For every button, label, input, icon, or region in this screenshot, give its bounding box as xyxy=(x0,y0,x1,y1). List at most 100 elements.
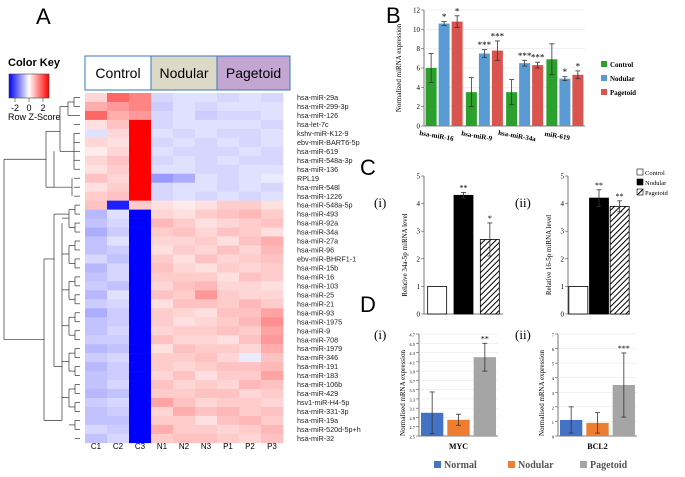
heatmap-cell xyxy=(261,415,284,426)
heatmap-cell xyxy=(173,380,196,390)
legend-swatch-nodular xyxy=(508,461,515,468)
heatmap-cell xyxy=(173,110,196,121)
heatmap-cell xyxy=(173,93,196,103)
heatmap-cell xyxy=(129,254,152,264)
heatmap-cell xyxy=(129,164,152,175)
heatmap-cell xyxy=(261,433,284,444)
panel-letter-a: A xyxy=(36,4,51,29)
heatmap-cell xyxy=(107,110,130,121)
heatmap-cell xyxy=(239,191,262,201)
heatmap-cell xyxy=(129,263,152,273)
heatmap-cell xyxy=(261,110,284,121)
heatmap-cell xyxy=(129,415,152,426)
heatmap-cell xyxy=(173,119,196,130)
heatmap-cell xyxy=(85,263,108,273)
heatmap-cell xyxy=(151,415,174,426)
x-tick-label: hsa-miR-9 xyxy=(461,129,494,142)
heatmap-cell xyxy=(107,380,130,390)
heatmap-cell xyxy=(261,93,284,103)
bar-pagetoid xyxy=(532,65,544,126)
heatmap-cell xyxy=(85,371,108,381)
heatmap-cell xyxy=(173,218,196,228)
heatmap-cell xyxy=(261,299,284,309)
heatmap-cell xyxy=(239,218,262,228)
bar-nodular xyxy=(478,53,490,126)
heatmap-cell xyxy=(107,218,130,228)
heatmap-cell xyxy=(217,254,240,264)
heatmap-cell xyxy=(195,254,218,264)
y-axis-title: Relative 16-5p miRNA level xyxy=(545,215,553,295)
heatmap-cell xyxy=(261,227,284,237)
heatmap-cell xyxy=(217,326,240,336)
y-axis-title: Normalised mRNA expression xyxy=(399,350,407,436)
heatmap-row-label: ebv-miR-BART6-5p xyxy=(297,138,360,147)
heatmap-cell xyxy=(261,146,284,157)
legend-d: Normal Nodular Pagetoid xyxy=(434,460,628,471)
significance-star: *** xyxy=(478,40,492,50)
panel-label-di: (i) xyxy=(374,327,386,342)
heatmap-cell xyxy=(129,424,152,435)
bar-pagetoid xyxy=(491,50,503,126)
heatmap-cell xyxy=(217,290,240,300)
heatmap-cell xyxy=(195,119,218,130)
heatmap-cell xyxy=(129,299,152,309)
y-tick-label: 1 xyxy=(552,420,554,425)
heatmap-cell xyxy=(239,433,262,444)
y-tick-label: 0 xyxy=(561,311,565,319)
heatmap-cell xyxy=(173,200,196,210)
heatmap-cell xyxy=(239,182,262,192)
heatmap-cell xyxy=(173,173,196,183)
heatmap-cell xyxy=(129,380,152,390)
heatmap-cell xyxy=(173,424,196,435)
heatmap-cell xyxy=(85,254,108,264)
significance-star: * xyxy=(442,12,447,22)
heatmap-cell xyxy=(173,272,196,282)
heatmap-cell xyxy=(151,110,174,121)
heatmap-cell xyxy=(195,335,218,345)
y-tick-label: 4 xyxy=(417,84,421,92)
heatmap-cell xyxy=(217,362,240,372)
group-label-pagetoid: Pagetoid xyxy=(226,65,281,81)
heatmap-cell xyxy=(217,371,240,381)
heatmap-row-label: hsa-miR-1975 xyxy=(297,317,342,326)
heatmap-cell xyxy=(151,272,174,282)
heatmap-row-label: hsa-miR-106b xyxy=(297,380,342,389)
heatmap-cell xyxy=(129,218,152,228)
heatmap-cell xyxy=(129,173,152,183)
heatmap-cell xyxy=(173,371,196,381)
bar-nodular xyxy=(453,194,474,315)
heatmap-row-label: hsa-miR-32 xyxy=(297,434,334,443)
heatmap-cell xyxy=(239,173,262,183)
y-tick-label: 5 xyxy=(561,173,565,181)
heatmap-cell xyxy=(107,254,130,264)
heatmap-cell xyxy=(151,281,174,291)
legend-label-pagetoid: Pagetoid xyxy=(590,460,628,471)
heatmap-row-label: hsa-miR-25 xyxy=(297,290,334,299)
heatmap-cell xyxy=(239,110,262,121)
heatmap-cell xyxy=(261,209,284,219)
panel-label-ci: (i) xyxy=(374,195,386,210)
heatmap-cell xyxy=(261,218,284,228)
heatmap-cell xyxy=(173,236,196,246)
significance-star: *** xyxy=(618,344,630,353)
y-tick-label: 4.1 xyxy=(409,360,415,365)
heatmap-cell xyxy=(129,317,152,327)
heatmap-row-label: hsa-miR-1979 xyxy=(297,344,342,353)
heatmap-cell xyxy=(217,93,240,103)
heatmap-cell xyxy=(217,110,240,121)
heatmap-cell xyxy=(217,281,240,291)
heatmap-row-label: hsa-miR-27a xyxy=(297,237,338,246)
heatmap-cell xyxy=(151,433,174,444)
heatmap-cell xyxy=(195,290,218,300)
legend-swatch-pagetoid xyxy=(636,188,644,196)
heatmap-cell xyxy=(129,433,152,444)
y-tick-label: 4.5 xyxy=(409,342,415,347)
heatmap-cell xyxy=(173,182,196,192)
heatmap-cell xyxy=(151,424,174,435)
group-header-pagetoid xyxy=(216,55,291,91)
legend-swatch-pagetoid xyxy=(601,89,607,95)
heatmap-cell xyxy=(151,397,174,408)
heatmap-cell xyxy=(129,371,152,381)
heatmap-cell xyxy=(107,227,130,237)
heatmap-cell xyxy=(173,299,196,309)
